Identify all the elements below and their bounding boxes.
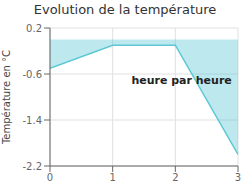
svg-text:-1.4: -1.4: [22, 115, 42, 126]
svg-text:-2.2: -2.2: [22, 161, 42, 172]
svg-text:Température en °C: Température en °C: [8, 50, 12, 145]
svg-text:0.2: 0.2: [26, 23, 42, 34]
svg-text:3: 3: [235, 172, 241, 183]
svg-text:2: 2: [172, 172, 178, 183]
svg-text:0: 0: [47, 172, 53, 183]
html-text:heure par heure: heure par heure: [131, 73, 232, 87]
svg-text:-0.6: -0.6: [22, 69, 42, 80]
svg-text:1: 1: [109, 172, 115, 183]
html-text:Evolution de la température: Evolution de la température: [33, 2, 217, 17]
